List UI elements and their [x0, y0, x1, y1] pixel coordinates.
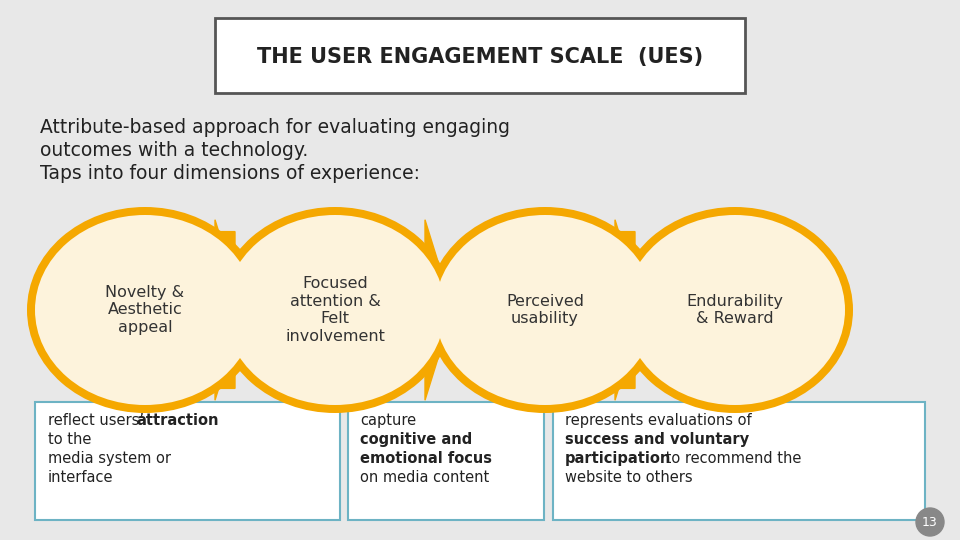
Text: THE USER ENGAGEMENT SCALE  (UES): THE USER ENGAGEMENT SCALE (UES) — [257, 47, 703, 67]
Text: to the: to the — [48, 432, 91, 447]
Text: Novelty &
Aesthetic
appeal: Novelty & Aesthetic appeal — [106, 285, 184, 335]
Text: participation: participation — [565, 451, 671, 466]
FancyArrow shape — [615, 220, 643, 400]
Text: outcomes with a technology.: outcomes with a technology. — [40, 141, 308, 160]
Text: interface: interface — [48, 470, 113, 485]
FancyArrow shape — [425, 220, 453, 400]
Text: Attribute-based approach for evaluating engaging: Attribute-based approach for evaluating … — [40, 118, 510, 137]
Ellipse shape — [625, 215, 845, 405]
Text: Taps into four dimensions of experience:: Taps into four dimensions of experience: — [40, 164, 420, 183]
Text: cognitive and: cognitive and — [360, 432, 472, 447]
FancyBboxPatch shape — [553, 402, 925, 520]
FancyBboxPatch shape — [348, 402, 544, 520]
Text: reflect users’: reflect users’ — [48, 413, 149, 428]
FancyBboxPatch shape — [35, 402, 340, 520]
FancyArrow shape — [215, 220, 243, 400]
Text: 13: 13 — [923, 516, 938, 529]
Text: represents evaluations of: represents evaluations of — [565, 413, 752, 428]
Ellipse shape — [217, 207, 453, 413]
Ellipse shape — [617, 207, 853, 413]
Text: attraction: attraction — [136, 413, 219, 428]
Text: media system or: media system or — [48, 451, 171, 466]
Text: success and voluntary: success and voluntary — [565, 432, 749, 447]
Text: on media content: on media content — [360, 470, 490, 485]
Ellipse shape — [27, 207, 263, 413]
Ellipse shape — [35, 215, 255, 405]
Ellipse shape — [225, 215, 445, 405]
Text: capture: capture — [360, 413, 416, 428]
Text: Endurability
& Reward: Endurability & Reward — [686, 294, 783, 326]
Text: Perceived
usability: Perceived usability — [506, 294, 584, 326]
Text: emotional focus: emotional focus — [360, 451, 492, 466]
FancyBboxPatch shape — [215, 18, 745, 93]
Text: to recommend the: to recommend the — [661, 451, 802, 466]
Text: Focused
attention &
Felt
involvement: Focused attention & Felt involvement — [285, 276, 385, 343]
Ellipse shape — [435, 215, 655, 405]
Circle shape — [916, 508, 944, 536]
Ellipse shape — [427, 207, 663, 413]
Text: website to others: website to others — [565, 470, 692, 485]
